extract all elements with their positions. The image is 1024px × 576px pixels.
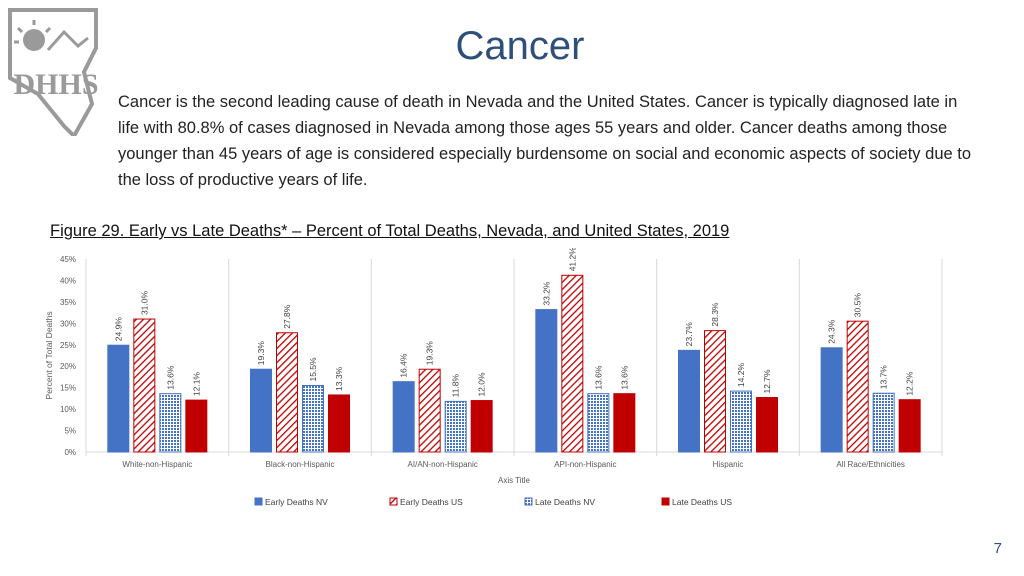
data-label: 15.5%	[308, 357, 318, 382]
data-label: 14.2%	[736, 363, 746, 388]
y-axis-title: Percent of Total Deaths	[44, 311, 54, 399]
legend-label: Late Deaths US	[672, 497, 732, 507]
data-label: 13.6%	[165, 365, 175, 390]
data-label: 31.0%	[139, 291, 149, 316]
bar	[846, 320, 869, 453]
bar	[185, 399, 208, 453]
data-label: 24.3%	[827, 319, 837, 344]
bar	[444, 400, 467, 453]
bar	[133, 318, 156, 453]
bar	[535, 309, 558, 453]
legend-swatch	[524, 497, 533, 506]
data-label: 16.4%	[399, 353, 409, 378]
y-tick-label: 10%	[60, 405, 76, 414]
y-tick-label: 0%	[64, 448, 76, 457]
data-label: 30.5%	[853, 293, 863, 318]
bar	[250, 368, 272, 453]
bar	[107, 344, 130, 453]
page-title: Cancer	[455, 24, 585, 68]
dhhs-logo: DHHS	[8, 8, 99, 136]
x-tick-label: Hispanic	[713, 460, 744, 469]
bar	[392, 381, 415, 453]
bar	[898, 399, 921, 453]
y-tick-label: 30%	[60, 319, 76, 328]
bar	[678, 349, 700, 453]
x-tick-label: All Race/Ethnicities	[836, 460, 904, 469]
x-tick-label: Black-non-Hispanic	[266, 460, 335, 469]
data-label: 11.8%	[451, 373, 461, 397]
x-tick-label: API-non-Hispanic	[554, 460, 616, 469]
y-tick-label: 25%	[60, 341, 76, 350]
legend-swatch	[254, 497, 263, 506]
data-label: 12.0%	[477, 372, 487, 397]
legend-swatch	[661, 497, 670, 506]
x-tick-label: AI/AN-non-Hispanic	[408, 460, 478, 469]
data-label: 13.6%	[619, 365, 629, 390]
bar	[470, 400, 493, 453]
bar	[820, 347, 843, 453]
legend-swatch	[389, 497, 398, 506]
legend-label: Early Deaths US	[400, 497, 463, 507]
bar	[418, 368, 441, 453]
bar	[328, 394, 350, 453]
data-label: 24.9%	[113, 317, 123, 342]
y-tick-label: 15%	[60, 384, 76, 393]
x-axis-title: Axis Title	[498, 476, 531, 485]
y-tick-label: 45%	[60, 255, 76, 264]
bar	[613, 393, 636, 453]
intro-paragraph: Cancer is the second leading cause of de…	[118, 93, 972, 189]
legend-label: Late Deaths NV	[535, 497, 595, 507]
data-label: 27.8%	[282, 304, 292, 329]
bar-chart: 0% 5% 10% 15% 20% 25% 30% 35% 40% 45% Percent of T…	[44, 248, 943, 507]
y-tick-label: 40%	[60, 276, 76, 285]
data-label: 12.2%	[905, 371, 915, 396]
y-tick-label: 20%	[60, 362, 76, 371]
data-label: 23.7%	[684, 322, 694, 347]
data-label: 12.1%	[191, 372, 201, 397]
data-label: 19.3%	[256, 341, 266, 366]
bar	[561, 274, 584, 453]
data-label: 13.7%	[879, 365, 889, 390]
data-label: 13.3%	[334, 366, 344, 391]
bar	[159, 393, 182, 453]
figure-title: Figure 29. Early vs Late Deaths* – Perce…	[50, 222, 730, 240]
y-tick-label: 35%	[60, 298, 76, 307]
data-label: 19.3%	[425, 341, 435, 366]
data-label: 33.2%	[541, 281, 551, 306]
page-number: 7	[993, 540, 1002, 557]
y-tick-label: 5%	[64, 427, 76, 436]
legend-label: Early Deaths NV	[265, 497, 328, 507]
data-label: 12.7%	[762, 369, 772, 394]
x-tick-label: White-non-Hispanic	[122, 460, 192, 469]
logo-lettering: DHHS	[13, 68, 98, 101]
bar	[587, 393, 610, 453]
bar	[276, 332, 298, 453]
bar	[730, 390, 752, 453]
data-label: 41.2%	[567, 248, 577, 271]
data-label: 13.6%	[593, 365, 603, 390]
bar	[872, 392, 895, 453]
bar	[756, 397, 778, 453]
data-label: 28.3%	[710, 302, 720, 327]
bar	[302, 385, 324, 453]
bar	[704, 330, 726, 453]
